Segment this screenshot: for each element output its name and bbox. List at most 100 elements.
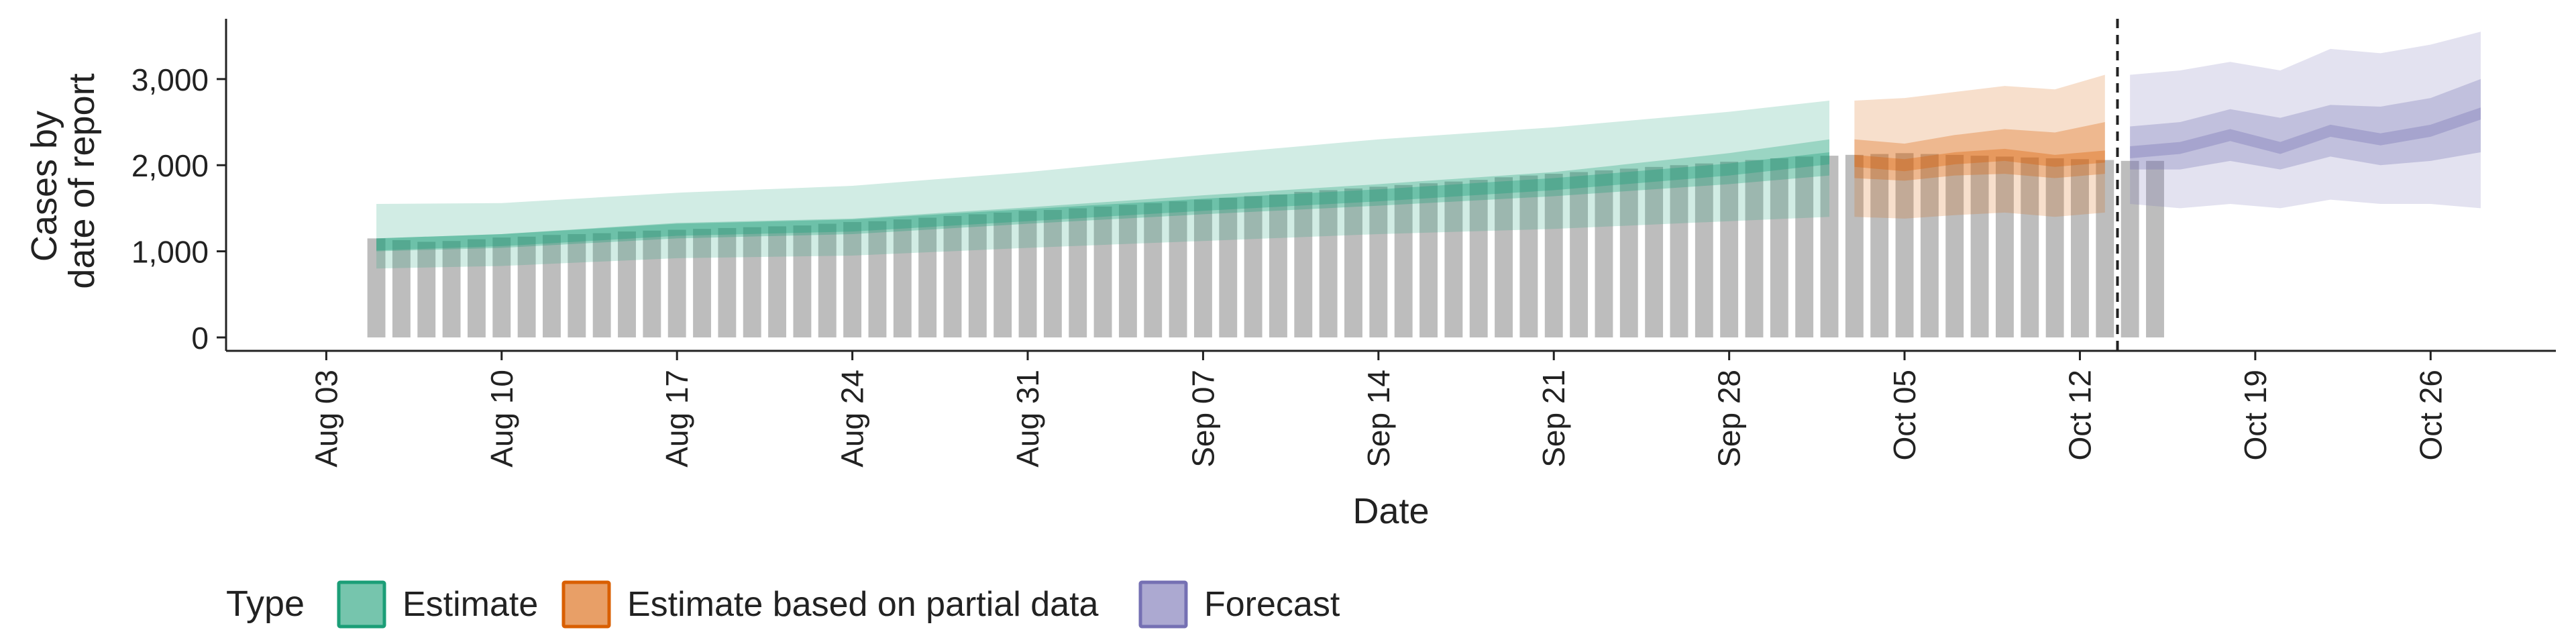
reported-case-bar	[1595, 170, 1613, 337]
x-tick-label: Sep 28	[1712, 370, 1747, 468]
legend-key	[1138, 580, 1188, 629]
y-axis-title-line-1: Cases by	[24, 111, 64, 262]
x-axis-title: Date	[1352, 491, 1429, 531]
x-tick-label: Aug 31	[1010, 370, 1045, 468]
reported-case-bar	[1845, 154, 1864, 338]
reported-case-bar	[1219, 198, 1238, 337]
reported-case-bar	[667, 229, 686, 337]
reported-case-bar	[1619, 168, 1638, 337]
reported-case-bar	[492, 237, 511, 337]
median-band	[2130, 107, 2481, 158]
reported-case-bar	[1193, 199, 1212, 337]
x-tick-label: Oct 19	[2238, 370, 2273, 461]
reported-case-bar	[1444, 181, 1463, 337]
reported-case-bar	[1945, 154, 1964, 338]
reported-case-bar	[1645, 166, 1664, 337]
y-tick-label: 2,000	[131, 148, 209, 183]
reported-case-bar	[1069, 208, 1087, 337]
reported-case-bar	[1795, 156, 1814, 338]
reported-case-bar	[968, 214, 987, 337]
reported-case-bar	[618, 231, 636, 337]
reported-case-bar	[2096, 160, 2114, 338]
x-tick-label: Sep 07	[1185, 370, 1220, 468]
reported-case-bar	[868, 221, 887, 337]
reported-case-bar	[1895, 153, 1914, 337]
estimate-ribbons	[376, 32, 2481, 269]
legend-key	[337, 580, 386, 629]
reported-case-bar	[517, 236, 536, 337]
reported-case-bar	[1745, 160, 1764, 338]
legend-key	[561, 580, 611, 629]
legend: Type Estimate Estimate based on partial d…	[226, 580, 1340, 629]
reported-case-bar	[1018, 211, 1037, 337]
x-tick-label: Aug 10	[484, 370, 519, 468]
reported-case-bar	[768, 226, 787, 337]
reported-case-bar	[568, 233, 586, 337]
reported-case-bar	[1820, 156, 1839, 337]
reported-case-bar	[2121, 160, 2139, 337]
reported-case-bar	[442, 241, 461, 337]
legend-label: Estimate based on partial data	[627, 585, 1099, 624]
legend-title: Type	[226, 584, 305, 624]
ci90-band	[1854, 74, 2105, 219]
x-ticks: Aug 03 Aug 10 Aug 17 Aug 24 Aug 31 Sep 07 Sep …	[309, 351, 2448, 468]
reported-case-bar	[1519, 175, 1538, 337]
median-band	[376, 152, 1830, 251]
reported-case-bar	[643, 230, 661, 337]
x-tick-label: Oct 05	[1887, 370, 1922, 461]
reported-case-bar	[1970, 156, 1989, 337]
reported-case-bar	[417, 241, 436, 337]
legend-label: Estimate	[402, 585, 538, 624]
y-axis-title: Cases by date of report	[24, 73, 102, 288]
median-band	[1854, 148, 2105, 172]
ci90-band	[2130, 32, 2481, 209]
reported-case-bar	[2021, 157, 2039, 337]
reported-case-bar	[1770, 158, 1788, 338]
reported-case-bar	[1495, 177, 1513, 337]
reported-case-bar	[367, 238, 386, 337]
x-tick-label: Aug 03	[309, 370, 343, 468]
reported-case-bar	[918, 217, 937, 337]
y-tick-label: 0	[191, 321, 209, 356]
ci90-band	[376, 100, 1830, 269]
reported-case-bar	[1244, 196, 1263, 337]
reported-case-bar	[1294, 192, 1313, 337]
ci50-band	[2130, 78, 2481, 170]
reported-case-bar	[793, 225, 812, 337]
reported-case-bar	[1144, 203, 1163, 337]
reported-case-bar	[843, 221, 862, 337]
reported-case-bar	[1995, 156, 2014, 338]
reported-case-bar	[392, 239, 411, 337]
reported-case-bar	[2045, 158, 2064, 338]
y-axis-title-line-2: date of report	[62, 73, 102, 288]
reported-case-bar	[543, 235, 561, 337]
x-tick-label: Oct 26	[2413, 370, 2448, 461]
reported-case-bar	[1469, 180, 1488, 337]
reported-case-bar	[1319, 190, 1338, 337]
x-tick-label: Aug 17	[659, 370, 694, 468]
ci50-band	[1854, 122, 2105, 181]
reported-case-bar	[2071, 159, 2089, 337]
reported-case-bar	[467, 239, 486, 337]
y-tick-label: 3,000	[131, 62, 209, 97]
reported-case-bar	[1870, 154, 1889, 337]
reported-case-bar	[718, 227, 737, 337]
reported-case-bar	[1695, 163, 1713, 338]
x-tick-label: Aug 24	[835, 370, 870, 468]
reported-case-bar	[1394, 184, 1413, 337]
reported-case-bar	[1544, 174, 1563, 337]
reported-case-bar	[592, 233, 611, 337]
reported-case-bar	[1118, 205, 1137, 337]
reported-cases-bars	[367, 153, 2164, 338]
x-tick-label: Sep 14	[1361, 370, 1396, 468]
ci50-band	[376, 139, 1830, 252]
reported-case-bar	[743, 227, 761, 337]
reported-case-bar	[2146, 160, 2164, 337]
reported-case-bar	[1093, 206, 1112, 337]
reported-case-bar	[1169, 201, 1187, 337]
reported-case-bar	[1043, 210, 1062, 337]
x-tick-label: Oct 12	[2062, 370, 2097, 461]
y-ticks: 0 1,000 2,000 3,000	[131, 62, 226, 356]
reported-case-bar	[1369, 186, 1388, 337]
reported-case-bar	[1344, 188, 1362, 337]
